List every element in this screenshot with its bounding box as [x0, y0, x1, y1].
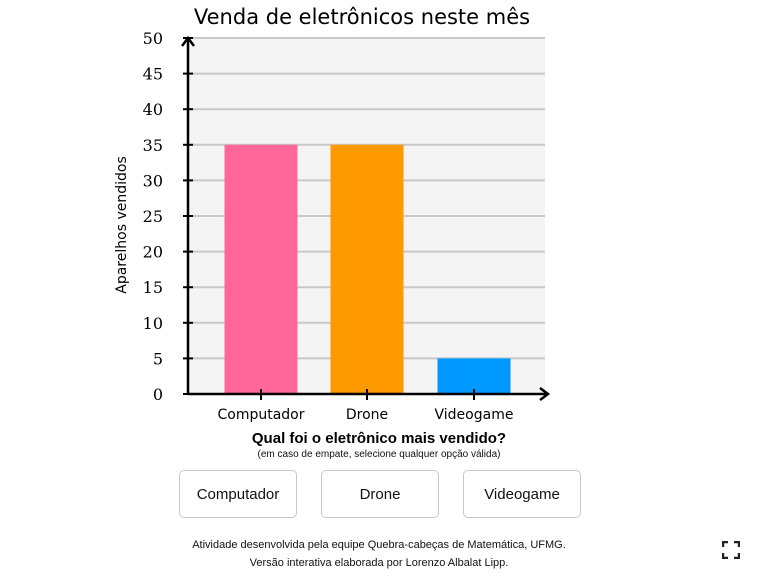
y-tick-labels: 0 5 10 15 20 25 30 35 40 45 50 [143, 29, 163, 404]
option-videogame-button[interactable]: Videogame [463, 470, 581, 518]
chart-title: Venda de eletrônicos neste mês [194, 5, 530, 29]
y-tick-label: 45 [143, 65, 163, 84]
y-tick-label: 50 [143, 29, 163, 48]
x-axis-arrow [539, 387, 551, 401]
x-tick-label: Drone [346, 407, 388, 423]
bar-computador [224, 144, 298, 394]
y-tick-label: 20 [143, 243, 163, 262]
fullscreen-icon[interactable] [722, 541, 740, 559]
y-tick-label: 15 [143, 278, 163, 297]
y-tick-label: 0 [153, 385, 163, 404]
option-drone-button[interactable]: Drone [321, 470, 439, 518]
question-text: Qual foi o eletrônico mais vendido? [251, 430, 507, 447]
y-axis-arrow [181, 35, 195, 47]
y-tick-label: 10 [143, 314, 163, 333]
y-tick-label: 30 [143, 171, 163, 190]
y-axis-label: Aparelhos vendidos [114, 156, 130, 293]
option-computador-button[interactable]: Computador [179, 470, 297, 518]
bar-drone [330, 144, 404, 394]
x-tick-labels: Computador Drone Videogame [217, 407, 513, 423]
y-tick-label: 25 [143, 207, 163, 226]
bar-chart: 0 5 10 15 20 25 30 35 40 45 50 Computador Drone Vide… [114, 5, 551, 423]
y-tick-label: 35 [143, 136, 163, 155]
y-tick-label: 40 [143, 100, 163, 119]
credits-line-1: Atividade desenvolvida pela equipe Quebr… [192, 539, 566, 551]
x-tick-label: Computador [217, 407, 304, 423]
bar-videogame [437, 358, 511, 394]
y-tick-label: 5 [153, 349, 163, 368]
bars [224, 144, 511, 400]
axes [181, 35, 551, 401]
question-hint: (em caso de empate, selecione qualquer o… [257, 449, 501, 460]
x-tick-label: Videogame [435, 407, 514, 423]
credits-line-2: Versão interativa elaborada por Lorenzo … [249, 557, 509, 569]
